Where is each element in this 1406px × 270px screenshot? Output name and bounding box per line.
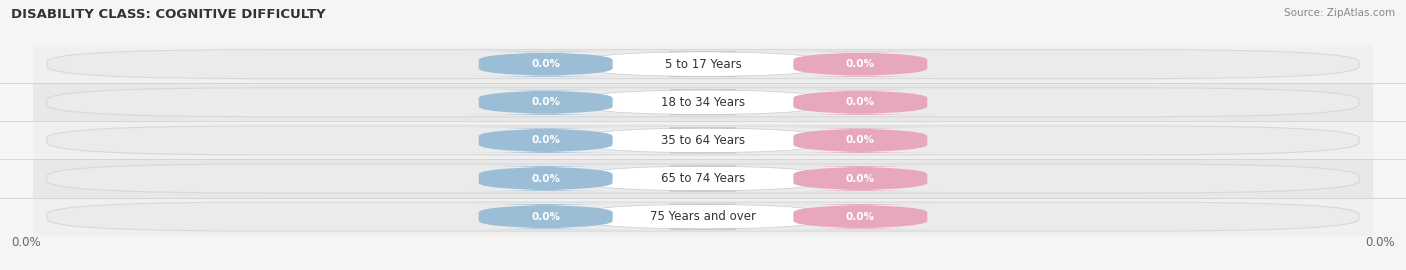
FancyBboxPatch shape <box>589 204 817 229</box>
FancyBboxPatch shape <box>34 83 1372 121</box>
Text: 0.0%: 0.0% <box>531 59 560 69</box>
Text: 18 to 34 Years: 18 to 34 Years <box>661 96 745 109</box>
FancyBboxPatch shape <box>34 198 1372 236</box>
FancyBboxPatch shape <box>589 128 817 153</box>
Text: 75 Years and over: 75 Years and over <box>650 210 756 223</box>
Text: DISABILITY CLASS: COGNITIVE DIFFICULTY: DISABILITY CLASS: COGNITIVE DIFFICULTY <box>11 8 326 21</box>
FancyBboxPatch shape <box>34 160 1372 198</box>
FancyBboxPatch shape <box>46 126 1360 155</box>
FancyBboxPatch shape <box>46 164 1360 193</box>
Text: 0.0%: 0.0% <box>846 59 875 69</box>
FancyBboxPatch shape <box>780 52 941 77</box>
FancyBboxPatch shape <box>46 50 1360 79</box>
FancyBboxPatch shape <box>780 128 941 153</box>
FancyBboxPatch shape <box>465 166 626 191</box>
FancyBboxPatch shape <box>780 90 941 115</box>
Text: 0.0%: 0.0% <box>531 97 560 107</box>
Text: 0.0%: 0.0% <box>846 174 875 184</box>
Text: 0.0%: 0.0% <box>1365 237 1395 249</box>
Text: 0.0%: 0.0% <box>531 174 560 184</box>
Text: 0.0%: 0.0% <box>11 237 41 249</box>
FancyBboxPatch shape <box>465 90 626 115</box>
Text: 0.0%: 0.0% <box>531 212 560 222</box>
FancyBboxPatch shape <box>780 166 941 191</box>
Text: 0.0%: 0.0% <box>846 97 875 107</box>
Text: 5 to 17 Years: 5 to 17 Years <box>665 58 741 71</box>
Text: 0.0%: 0.0% <box>846 212 875 222</box>
FancyBboxPatch shape <box>46 202 1360 231</box>
FancyBboxPatch shape <box>34 45 1372 83</box>
Text: 0.0%: 0.0% <box>531 135 560 146</box>
FancyBboxPatch shape <box>589 90 817 115</box>
FancyBboxPatch shape <box>46 88 1360 117</box>
FancyBboxPatch shape <box>780 204 941 229</box>
FancyBboxPatch shape <box>34 121 1372 160</box>
Text: Source: ZipAtlas.com: Source: ZipAtlas.com <box>1284 8 1395 18</box>
Text: 65 to 74 Years: 65 to 74 Years <box>661 172 745 185</box>
FancyBboxPatch shape <box>589 166 817 191</box>
Text: 0.0%: 0.0% <box>846 135 875 146</box>
FancyBboxPatch shape <box>465 52 626 77</box>
FancyBboxPatch shape <box>465 128 626 153</box>
FancyBboxPatch shape <box>589 52 817 77</box>
FancyBboxPatch shape <box>465 204 626 229</box>
Text: 35 to 64 Years: 35 to 64 Years <box>661 134 745 147</box>
